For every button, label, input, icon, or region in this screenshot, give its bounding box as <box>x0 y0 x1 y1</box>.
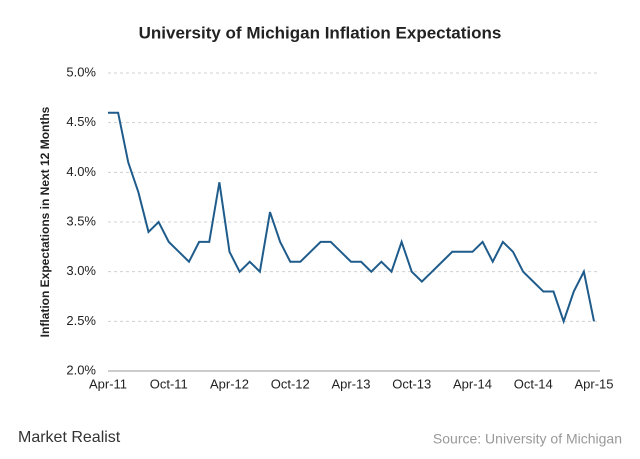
y-tick-label: 2.5% <box>66 313 96 328</box>
y-tick-label: 4.5% <box>66 114 96 129</box>
x-tick-label: Oct-11 <box>150 376 188 391</box>
y-tick-label: 5.0% <box>66 64 96 79</box>
y-tick-label: 4.0% <box>66 164 96 179</box>
x-tick-label: Apr-12 <box>210 376 249 391</box>
x-tick-label: Oct-12 <box>271 376 310 391</box>
line <box>108 111 595 325</box>
y-tick-label: 3.0% <box>66 263 96 278</box>
x-tick-label: Apr-11 <box>89 376 127 391</box>
x-tick-label: Oct-13 <box>392 376 431 391</box>
y-tick-label: 2.0% <box>66 362 96 377</box>
brand: Market Realist <box>18 429 121 446</box>
chart-title: University of Michigan Inflation Expecta… <box>139 23 502 42</box>
y-axis-label: Inflation Expectations in Next 12 Months <box>38 106 52 337</box>
x-tick-label: Apr-14 <box>453 376 492 391</box>
x-tick-label: Oct-14 <box>514 376 553 391</box>
x-tick-label: Apr-15 <box>574 376 613 391</box>
x-tick-label: Apr-13 <box>331 376 370 391</box>
y-tick-label: 3.5% <box>66 213 96 228</box>
source: Source: University of Michigan <box>433 431 622 447</box>
